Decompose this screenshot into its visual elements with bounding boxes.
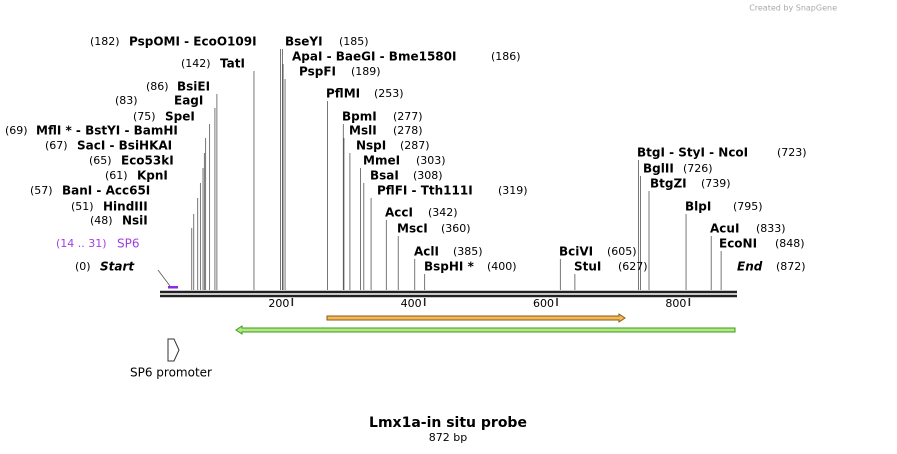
enzyme-label: EagI <box>174 94 203 108</box>
enzyme-label: BglII <box>643 162 674 176</box>
site-position: (57) <box>30 184 53 197</box>
enzyme-label: MscI <box>397 222 428 236</box>
end-label: End <box>737 260 763 274</box>
site-position: (308) <box>413 169 443 182</box>
site-position: (627) <box>618 260 648 273</box>
enzyme-label: MflI * - BstYI - BamHI <box>36 124 178 138</box>
ruler-label: 200 <box>268 297 289 310</box>
site-position: (319) <box>498 184 528 197</box>
site-position: (277) <box>393 110 423 123</box>
enzyme-label: BtgI - StyI - NcoI <box>637 146 748 160</box>
site-position: (342) <box>428 206 458 219</box>
enzyme-label: AcuI <box>710 222 739 236</box>
site-position: (303) <box>416 154 446 167</box>
enzyme-label: BpmI <box>342 110 377 124</box>
enzyme-label: TatI <box>220 57 245 71</box>
site-position: (65) <box>89 154 112 167</box>
ruler-label: 400 <box>401 297 422 310</box>
start-position: (0) <box>75 260 91 273</box>
site-position: (833) <box>756 222 786 235</box>
enzyme-label: PspFI <box>299 65 336 79</box>
enzyme-label: BtgZI <box>650 177 687 191</box>
enzyme-label: SacI - BsiHKAI <box>77 139 172 153</box>
title: Lmx1a-in situ probe <box>369 415 527 431</box>
length: 872 bp <box>429 431 467 444</box>
site-position: (723) <box>777 146 807 159</box>
enzyme-label: BanI - Acc65I <box>62 184 150 198</box>
start-label: Start <box>100 260 135 274</box>
site-position: (739) <box>701 177 731 190</box>
enzyme-label: HindIII <box>103 200 148 214</box>
sp6-range: (14 .. 31) <box>56 237 107 250</box>
enzyme-label: BciVI <box>559 245 593 259</box>
enzyme-label: BsiEI <box>177 80 210 94</box>
site-position: (86) <box>146 80 169 93</box>
site-position: (360) <box>441 222 471 235</box>
enzyme-label: KpnI <box>137 169 168 183</box>
site-position: (605) <box>607 245 637 258</box>
enzyme-label: StuI <box>574 260 601 274</box>
ruler-label: 600 <box>533 297 554 310</box>
site-position: (848) <box>775 237 805 250</box>
enzyme-label: AclI <box>414 245 439 259</box>
ruler-label: 800 <box>665 297 686 310</box>
sp6-label: SP6 <box>117 237 140 251</box>
promoter-arrow <box>167 338 180 362</box>
enzyme-label: BlpI <box>685 200 711 214</box>
enzyme-label: ApaI - BaeGI - Bme1580I <box>292 50 456 64</box>
site-position: (182) <box>90 35 120 48</box>
site-position: (726) <box>683 162 713 175</box>
site-position: (83) <box>115 94 138 107</box>
enzyme-label: EcoNI <box>719 237 757 251</box>
enzyme-label: MslI <box>349 124 377 138</box>
site-position: (287) <box>400 139 430 152</box>
site-position: (189) <box>351 65 381 78</box>
enzyme-label: MmeI <box>363 154 400 168</box>
enzyme-label: PflMI <box>326 87 360 101</box>
green-feature <box>235 325 736 335</box>
enzyme-label: AccI <box>385 206 413 220</box>
site-position: (400) <box>487 260 517 273</box>
site-position: (51) <box>71 200 94 213</box>
site-position: (75) <box>133 110 156 123</box>
sp6-feature <box>168 286 178 289</box>
site-position: (278) <box>393 124 423 137</box>
enzyme-label: SpeI <box>165 110 195 124</box>
site-position: (185) <box>339 35 369 48</box>
enzyme-label: PspOMI - EcoO109I <box>129 35 257 49</box>
sp6-line <box>157 269 171 287</box>
enzyme-label: Eco53kI <box>121 154 174 168</box>
enzyme-label: BsaI <box>370 169 399 183</box>
site-position: (69) <box>5 124 28 137</box>
brand: Created by SnapGene <box>749 4 837 13</box>
enzyme-label: NspI <box>356 139 386 153</box>
site-position: (186) <box>491 50 521 63</box>
enzyme-label: BseYI <box>285 35 323 49</box>
site-position: (67) <box>45 139 68 152</box>
site-position: (385) <box>453 245 483 258</box>
orange-feature <box>326 313 626 323</box>
site-position: (253) <box>374 87 404 100</box>
end-position: (872) <box>776 260 806 273</box>
enzyme-label: PflFI - Tth111I <box>377 184 473 198</box>
site-position: (142) <box>181 57 211 70</box>
site-position: (795) <box>733 200 763 213</box>
enzyme-label: NsiI <box>122 214 148 228</box>
enzyme-label: BspHI * <box>424 260 475 274</box>
site-position: (61) <box>105 169 128 182</box>
site-position: (48) <box>90 214 113 227</box>
promoter-label: SP6 promoter <box>130 366 212 380</box>
